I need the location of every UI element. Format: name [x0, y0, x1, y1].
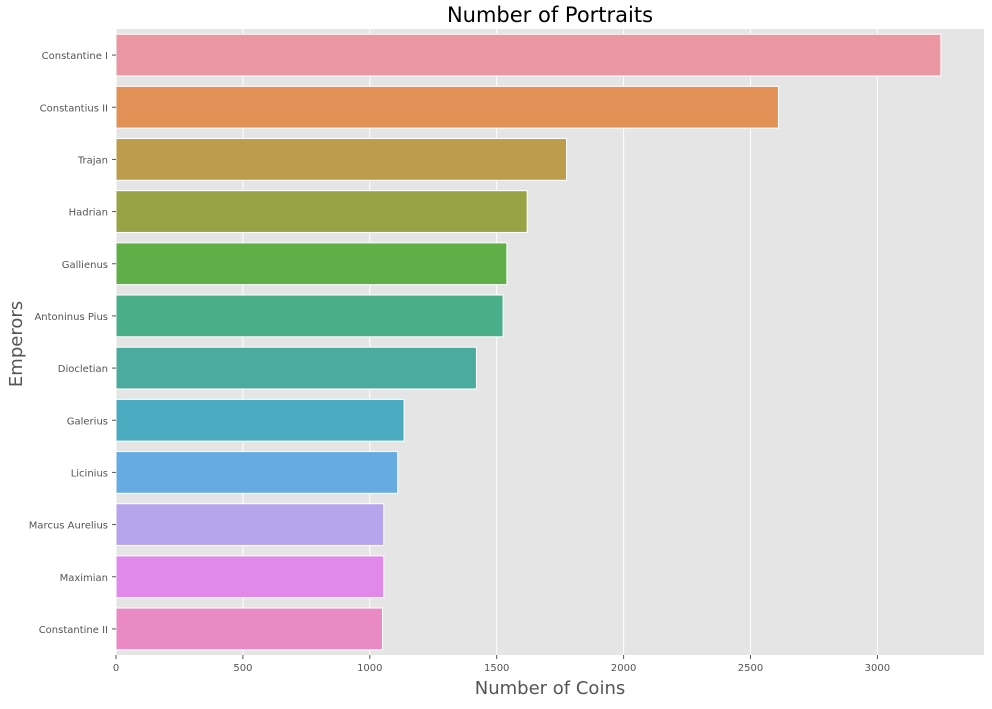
x-tick-label: 500	[233, 663, 252, 674]
x-axis-label: Number of Coins	[475, 678, 625, 699]
y-tick-label: Galerius	[67, 416, 108, 427]
y-tick-label: Licinius	[71, 468, 108, 479]
bar	[115, 242, 508, 286]
bar	[115, 190, 528, 233]
bar	[115, 555, 385, 599]
y-tick-label: Constantine I	[42, 51, 108, 62]
x-tick-label: 3000	[865, 663, 890, 674]
y-tick-label: Marcus Aurelius	[29, 521, 108, 532]
bar	[115, 294, 504, 338]
bars	[115, 33, 942, 651]
y-tick-label: Diocletian	[58, 364, 108, 375]
x-axis-ticks: 0 500 1000 1500 2000 2500 3000	[113, 655, 890, 674]
y-tick-label: Maximian	[60, 573, 108, 584]
y-axis-label: Emperors	[6, 301, 27, 387]
x-tick-label: 0	[113, 663, 119, 674]
y-tick-label: Trajan	[77, 155, 108, 166]
y-tick-label: Hadrian	[69, 208, 108, 219]
bar	[115, 451, 399, 494]
chart-title: Number of Portraits	[447, 3, 653, 27]
bar	[115, 398, 405, 442]
gridlines	[115, 29, 878, 655]
bar	[115, 138, 567, 181]
y-tick-label: Gallienus	[62, 260, 108, 271]
y-tick-label: Constantine II	[39, 625, 108, 636]
y-tick-label: Constantius II	[40, 103, 108, 114]
x-tick-label: 2500	[738, 663, 763, 674]
y-axis-ticks: Constantine I Constantius II Trajan Hadrian…	[29, 51, 116, 636]
plot-area	[116, 29, 984, 655]
bar	[115, 85, 779, 129]
bar	[115, 346, 477, 390]
y-tick-label: Antoninus Pius	[34, 312, 108, 323]
x-tick-label: 2000	[611, 663, 636, 674]
bar	[115, 503, 385, 546]
x-tick-label: 1000	[357, 663, 382, 674]
x-tick-label: 1500	[484, 663, 509, 674]
bar	[115, 33, 942, 77]
bar	[115, 607, 383, 651]
